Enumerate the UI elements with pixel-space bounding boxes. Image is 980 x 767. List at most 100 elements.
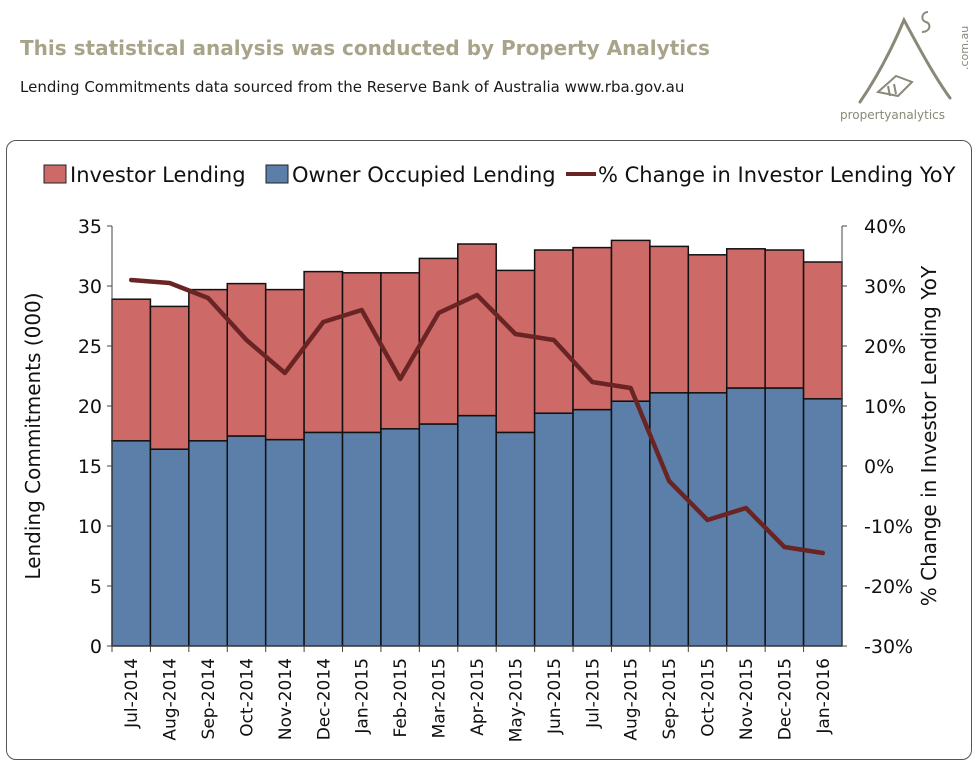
y2-tick-label-0: -30%: [864, 636, 913, 658]
y-tick-label-1: 5: [90, 576, 102, 598]
bar-owner-17: [764, 387, 805, 647]
x-tick-label-10: May-2015: [506, 658, 526, 742]
x-tick-label-0: Jul-2014: [122, 658, 142, 729]
page-title: This statistical analysis was conducted …: [20, 36, 710, 60]
point-pct-10: [513, 332, 517, 336]
bar-owner-7: [380, 428, 421, 647]
legend-label-investor: Investor Lending: [70, 163, 246, 187]
x-tick-label-18: Jan-2016: [814, 658, 834, 735]
bar-owner-6: [341, 431, 382, 647]
bar-owner-4: [264, 438, 305, 647]
bar-owner-10: [495, 431, 536, 647]
x-tick-label-2: Sep-2014: [199, 658, 219, 739]
y2-tick-label-2: -10%: [864, 516, 913, 538]
x-tick-label-13: Aug-2015: [622, 658, 642, 741]
y-tick-label-5: 25: [78, 336, 102, 358]
y2-tick-label-6: 30%: [864, 276, 906, 298]
bar-investor-3: [226, 282, 267, 437]
x-tick-label-1: Aug-2014: [161, 658, 181, 741]
y-axis-label: Lending Commitments (000): [21, 292, 45, 579]
bar-investor-1: [149, 305, 190, 450]
property-analytics-logo: [858, 11, 952, 104]
y-tick-label-0: 0: [90, 636, 102, 658]
x-tick-label-3: Oct-2014: [237, 658, 257, 737]
bar-owner-13: [610, 400, 651, 647]
point-pct-5: [321, 320, 325, 324]
bar-owner-3: [226, 435, 267, 647]
bar-investor-0: [111, 298, 152, 442]
point-pct-12: [590, 380, 594, 384]
x-tick-label-11: Jun-2015: [545, 658, 565, 735]
x-tick-label-9: Apr-2015: [468, 658, 488, 736]
x-tick-label-12: Jul-2015: [583, 658, 603, 729]
legend-swatch-owner: [265, 164, 289, 184]
bar-owner-14: [649, 392, 690, 647]
point-pct-14: [667, 479, 671, 483]
x-tick-label-16: Nov-2015: [737, 658, 757, 740]
x-tick-label-5: Dec-2014: [314, 658, 334, 740]
point-pct-17: [782, 545, 786, 549]
point-pct-2: [206, 296, 210, 300]
point-pct-15: [706, 518, 710, 522]
point-pct-7: [398, 377, 402, 381]
bar-investor-13: [610, 239, 651, 402]
x-tick-label-14: Sep-2015: [660, 658, 680, 739]
bar-investor-10: [495, 269, 536, 434]
y-tick-label-6: 30: [78, 276, 102, 298]
bar-owner-11: [533, 412, 574, 647]
bar-investor-4: [264, 288, 305, 441]
y-tick-label-4: 20: [78, 396, 102, 418]
bar-owner-5: [303, 431, 344, 647]
bar-investor-14: [649, 245, 690, 394]
x-tick-label-8: Mar-2015: [430, 658, 450, 738]
bar-investor-5: [303, 270, 344, 434]
legend-label-owner: Owner Occupied Lending: [292, 163, 556, 187]
x-tick-label-15: Oct-2015: [699, 658, 719, 737]
bar-owner-8: [418, 423, 459, 647]
bar-owner-16: [725, 387, 766, 647]
bar-investor-16: [725, 248, 766, 389]
x-tick-label-4: Nov-2014: [276, 658, 296, 740]
point-pct-11: [552, 338, 556, 342]
y-tick-label-3: 15: [78, 456, 102, 478]
bar-owner-9: [457, 414, 497, 647]
plot-area: 0 5 10 15 20 25 30 35 -30% -20% -10% 0% 10% 20% 30% 40%…: [78, 216, 913, 742]
chart-frame: [6, 140, 972, 760]
y-tick-label-2: 10: [78, 516, 102, 538]
legend: Investor Lending Owner Occupied Lending …: [43, 163, 956, 187]
y2-axis-label: % Change in Investor Lending YoY: [917, 265, 941, 606]
y2-tick-label-5: 20%: [864, 336, 906, 358]
page-subtitle: Lending Commitments data sourced from th…: [20, 78, 685, 96]
point-pct-3: [244, 338, 248, 342]
point-pct-8: [437, 311, 441, 315]
bar-owner-2: [188, 440, 229, 647]
legend-swatch-investor: [43, 164, 67, 184]
bar-owner-0: [111, 440, 152, 647]
point-pct-6: [360, 308, 364, 312]
bar-investor-18: [802, 261, 843, 400]
logo-wordmark: propertyanalytics: [840, 108, 946, 122]
x-tick-label-17: Dec-2015: [775, 658, 795, 740]
legend-label-line: % Change in Investor Lending YoY: [598, 163, 956, 187]
y2-tick-label-4: 10%: [864, 396, 906, 418]
y2-tick-label-1: -20%: [864, 576, 913, 598]
bar-owner-18: [802, 398, 843, 647]
bar-investor-17: [764, 249, 805, 389]
point-pct-0: [129, 278, 133, 282]
x-tick-label-6: Jan-2015: [353, 658, 373, 735]
bar-owner-1: [149, 448, 190, 647]
bar-owner-12: [572, 408, 613, 647]
y2-tick-label-3: 0%: [864, 456, 894, 478]
bar-investor-6: [341, 272, 382, 434]
bar-investor-15: [687, 254, 728, 394]
bar-investor-8: [418, 257, 459, 425]
point-pct-16: [744, 506, 748, 510]
y2-tick-label-7: 40%: [864, 216, 906, 238]
x-tick-label-7: Feb-2015: [391, 658, 411, 738]
point-pct-9: [475, 293, 479, 297]
bar-investor-9: [457, 243, 497, 417]
point-pct-13: [629, 386, 633, 390]
point-pct-18: [821, 551, 825, 555]
point-pct-4: [283, 371, 287, 375]
